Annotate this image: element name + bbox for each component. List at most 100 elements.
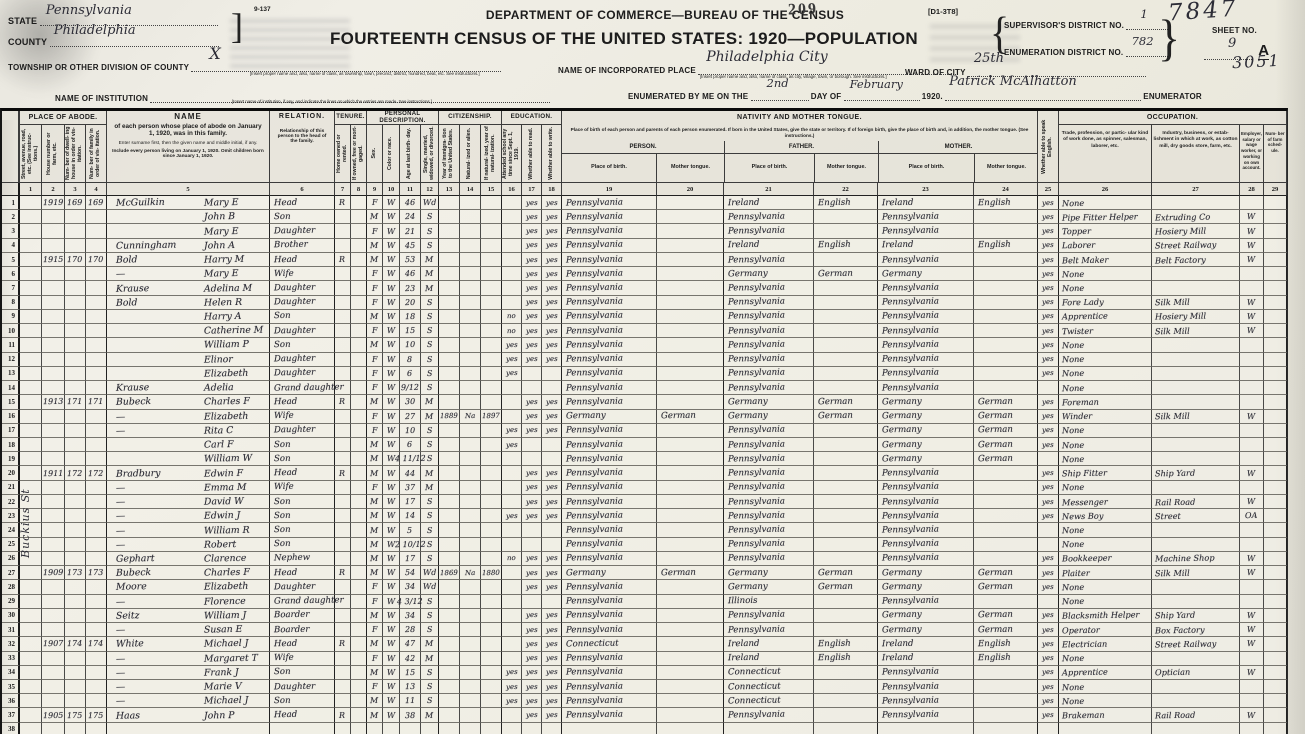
cell-nat — [460, 494, 481, 510]
cell-sex: M — [367, 338, 383, 353]
cell-ten — [335, 309, 351, 325]
cell-read: yes — [522, 352, 542, 367]
cell-mar: S — [421, 423, 439, 438]
cell-school — [502, 651, 522, 666]
cell-farm — [1264, 295, 1287, 310]
cell-mar: S — [421, 338, 439, 353]
cell-mtongue — [974, 267, 1038, 282]
cell-ten: R — [335, 466, 351, 481]
cell-house — [42, 551, 65, 567]
cell-mpob: Pennsylvania — [878, 509, 974, 524]
cell-read: yes — [522, 623, 542, 638]
cell-mar: M — [421, 281, 439, 296]
cell-pob: Pennsylvania — [562, 623, 657, 638]
row-number: 6 — [2, 267, 20, 282]
cell-dwell — [65, 623, 86, 638]
table-row: 29 — Florence Grand daughter F W 4 3/12 S Pennsy… — [2, 594, 1287, 609]
cell-natyr — [481, 423, 502, 438]
cell-age: 42 — [400, 651, 421, 666]
cell-pob: Pennsylvania — [562, 381, 657, 396]
cell-write: yes — [542, 238, 562, 253]
cell-name: Harry A — [107, 309, 270, 325]
cell-age: 6 — [400, 437, 421, 453]
row-number: 20 — [2, 466, 20, 481]
cell-ten — [335, 366, 351, 382]
cell-mar — [421, 722, 439, 734]
cell-imm — [439, 537, 460, 552]
cell-eng: yes — [1038, 409, 1059, 424]
person-mother-tongue-header: Mother tongue. — [671, 164, 710, 171]
cell-dwell — [65, 352, 86, 367]
cell-mar: S — [421, 537, 439, 552]
table-row: 19 William W Son M W 4 11/12 S Pennsylvania Penn… — [2, 452, 1287, 467]
cell-ten: R — [335, 637, 351, 652]
cell-tongue — [657, 395, 724, 410]
cell-fam — [86, 623, 107, 638]
cell-write: yes — [542, 352, 562, 367]
cell-school — [502, 566, 522, 581]
cell-mar: S — [421, 594, 439, 609]
cell-house — [42, 523, 65, 538]
table-row: 27 1909 173 173 Bubeck Charles F Head R M W 54 Wd 18… — [2, 566, 1287, 581]
cell-house — [42, 381, 65, 396]
cell-trade: None — [1059, 281, 1152, 296]
cell-mar: M — [421, 409, 439, 424]
cell-age: 5 — [400, 523, 421, 538]
cell-street — [20, 566, 42, 581]
cell-eng: yes — [1038, 224, 1059, 239]
cell-fpob: Pennsylvania — [724, 224, 814, 239]
cell-house — [42, 580, 65, 595]
cell-house — [42, 309, 65, 325]
cell-fpob: Connecticut — [724, 665, 814, 680]
cell-imm — [439, 466, 460, 481]
ward-label: Ward of city — [905, 68, 966, 77]
cell-age: 47 — [400, 637, 421, 652]
cell-mort — [351, 651, 367, 666]
cell-read: yes — [522, 708, 542, 723]
cell-ftongue — [814, 623, 878, 638]
cell-tongue — [657, 224, 724, 239]
cell-mort — [351, 623, 367, 638]
cell-age: 2 10/12 — [395, 537, 425, 552]
cell-imm — [439, 210, 460, 225]
enumerator-name: Patrick McAlhatton — [949, 74, 1077, 89]
cell-mort — [351, 551, 367, 567]
ward-field: Ward of city 25th — [905, 51, 1146, 77]
cell-nat — [460, 309, 481, 325]
row-number: 4 — [2, 238, 20, 253]
cell-fam: 175 — [86, 708, 107, 723]
cell-fam — [86, 409, 107, 424]
cell-mar: M — [421, 466, 439, 481]
cell-rel: Wife — [270, 267, 335, 282]
cell-color: W — [383, 665, 400, 680]
cell-write — [542, 381, 562, 396]
form-header: State Pennsylvania County Philadelphia ]… — [0, 0, 1305, 108]
cell-mpob: Germany — [878, 395, 974, 410]
cell-mort — [351, 324, 367, 339]
cell-fpob: Ireland — [724, 637, 814, 652]
cell-trade: None — [1059, 523, 1152, 538]
cell-read: yes — [522, 252, 542, 268]
cell-name: — David W — [107, 494, 270, 510]
cell-mpob: Germany — [878, 423, 974, 438]
cell-read: yes — [522, 210, 542, 225]
cell-imm — [439, 452, 460, 467]
census-table-body: 1 1919 169 169 McGuilkin Mary E Head R F W 46 Wd yes… — [2, 196, 1287, 734]
cell-mpob: Germany — [878, 566, 974, 581]
cell-imm — [439, 423, 460, 438]
cell-natyr — [481, 267, 502, 282]
cell-write — [542, 537, 562, 552]
cell-pob: Pennsylvania — [562, 309, 657, 325]
cell-read: yes — [522, 608, 542, 624]
cell-ten — [335, 423, 351, 438]
cell-mort — [351, 409, 367, 424]
col-header-mortgage: If owned, free or mort- gaged. — [351, 125, 367, 183]
cell-fpob: Pennsylvania — [724, 338, 814, 353]
cell-school — [502, 281, 522, 296]
table-row: 28 Moore Elizabeth Daughter F W 34 Wd yes yes Penn… — [2, 580, 1287, 595]
cell-name: Elizabeth — [107, 366, 270, 382]
cell-mort — [351, 381, 367, 396]
cell-sex: M — [367, 210, 383, 225]
